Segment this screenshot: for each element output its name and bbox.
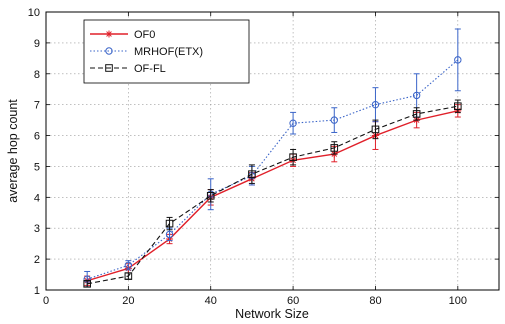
series-of-fl [83, 99, 462, 288]
data-point [330, 144, 339, 152]
x-tick-label: 20 [122, 295, 134, 307]
data-point [165, 230, 174, 239]
data-point [124, 261, 133, 269]
y-tick-label: 3 [34, 223, 40, 235]
data-point [371, 100, 380, 109]
data-point [371, 125, 380, 134]
data-point [412, 91, 421, 100]
data-point [206, 191, 215, 200]
x-tick-label: 80 [369, 295, 381, 307]
series-line [86, 110, 458, 282]
legend-entry-label: MRHOF(ETX) [134, 46, 203, 58]
y-tick-label: 6 [34, 131, 40, 143]
y-tick-label: 1 [34, 285, 40, 297]
y-tick-label: 7 [34, 100, 40, 112]
x-tick-label: 40 [205, 295, 217, 307]
series-line [87, 105, 458, 285]
plot-frame [45, 11, 500, 291]
x-tick-label: 60 [287, 295, 299, 307]
legend-marker [105, 30, 113, 38]
data-point [83, 280, 91, 288]
y-tick-label: 2 [34, 254, 40, 266]
y-axis-label: average hop count [6, 99, 20, 203]
legend-entry-label: OF-FL [134, 63, 166, 75]
data-point [124, 272, 133, 280]
data-point [289, 119, 297, 127]
y-axis-ticks: 1 2 3 4 5 6 7 8 9 10 [28, 7, 499, 297]
data-point [412, 110, 421, 118]
y-tick-label: 9 [34, 38, 40, 50]
y-tick-label: 5 [34, 161, 40, 173]
y-tick-label: 4 [34, 192, 40, 204]
y-tick-label: 8 [34, 69, 40, 81]
x-tick-label: 100 [449, 295, 467, 307]
series-layer [83, 28, 462, 288]
x-axis-label: Network Size [235, 307, 309, 321]
y-tick-label: 10 [28, 7, 40, 19]
legend-marker [105, 64, 113, 72]
x-axis-ticks: 0 20 40 60 80 100 [43, 12, 467, 307]
legend-marker [105, 47, 113, 55]
data-point [330, 116, 338, 124]
legend: OF0 MRHOF(ETX) OF-FL [83, 19, 250, 84]
x-tick-label: 0 [43, 295, 49, 307]
legend-entry-label: OF0 [134, 29, 155, 41]
data-point [454, 56, 462, 64]
data-point [454, 102, 462, 111]
data-point [289, 153, 297, 161]
grid-lines [46, 12, 499, 290]
data-point [248, 170, 256, 178]
data-point [165, 219, 174, 228]
